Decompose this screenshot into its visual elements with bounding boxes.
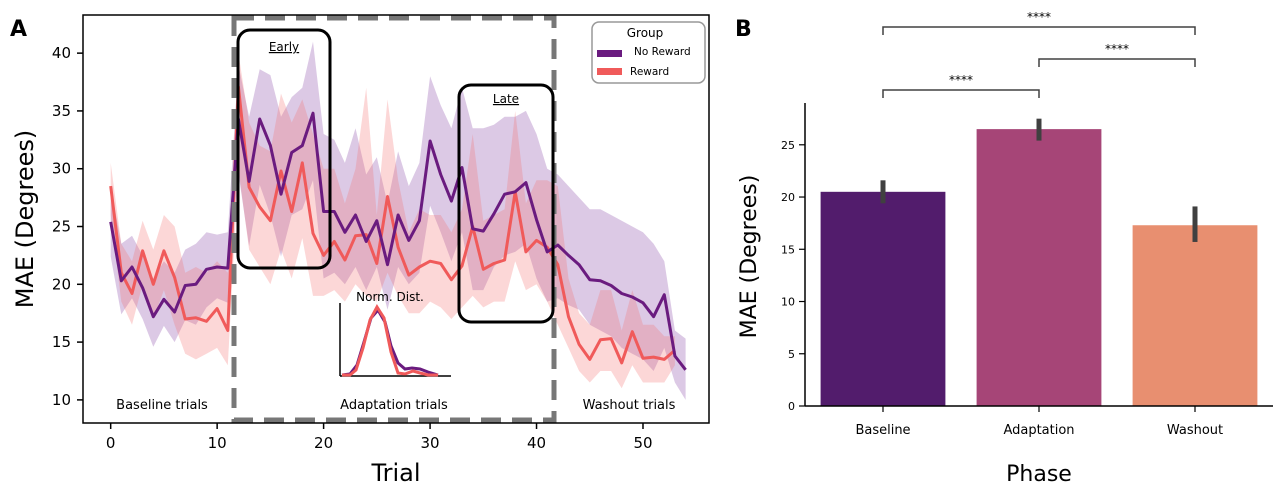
y-tick-label: 25	[781, 139, 795, 152]
y-tick-label: 15	[781, 243, 795, 256]
x-tick-label: 10	[208, 434, 227, 452]
adaptation-dashed-box	[231, 15, 557, 423]
y-tick-label: 20	[781, 191, 795, 204]
inset-title: Norm. Dist.	[356, 290, 424, 304]
legend-label-reward: Reward	[630, 66, 669, 78]
y-tick-label: 10	[52, 391, 71, 409]
y-tick-label: 0	[788, 400, 795, 413]
legend-title: Group	[627, 26, 664, 40]
panel-b-letter: B	[735, 17, 752, 42]
legend-swatch-no-reward	[597, 50, 622, 57]
x-tick-label: 50	[633, 434, 652, 452]
bar-adaptation	[976, 129, 1102, 406]
phase-annotations: Early Late	[231, 15, 557, 423]
panel-a-line-chart: Early Late Norm. Dist. 0 10 20 30 40 50 10 15 20…	[11, 14, 710, 487]
x-axis-label: Phase	[1006, 462, 1072, 487]
bar-baseline	[820, 191, 946, 406]
x-tick-label: 30	[421, 434, 440, 452]
sig-label: ****	[949, 73, 973, 87]
significance-brackets: **** **** ****	[882, 10, 1196, 98]
sig-label: ****	[1105, 42, 1129, 56]
adaptation-trials-label: Adaptation trials	[340, 398, 448, 413]
legend-frame	[591, 21, 706, 84]
panel-b-bar-chart: 0 5 10 15 20 25 Baseline Adaptation Washout Phase…	[737, 10, 1273, 487]
late-box	[457, 83, 555, 324]
plot-frame	[82, 14, 710, 424]
bar-washout	[1132, 225, 1258, 406]
x-tick-label: Washout	[1167, 423, 1223, 438]
sig-bracket	[1038, 58, 1196, 67]
x-tick-label: Adaptation	[1003, 423, 1074, 438]
y-axis-label: MAE (Degrees)	[737, 175, 762, 339]
x-tick-label: Baseline	[855, 423, 910, 438]
y-tick-label: 25	[52, 218, 71, 236]
early-box	[236, 28, 332, 270]
washout-trials-label: Washout trials	[583, 398, 676, 413]
bars	[820, 118, 1258, 406]
norm-dist-inset: Norm. Dist.	[339, 290, 451, 377]
y-tick-label: 10	[781, 296, 795, 309]
x-tick-label: 20	[314, 434, 333, 452]
legend-swatch-reward	[597, 68, 622, 75]
sig-bracket	[882, 26, 1196, 35]
x-axis-label: Trial	[370, 459, 420, 487]
late-box-label: Late	[493, 92, 519, 106]
series-lines	[109, 85, 687, 371]
sig-label: ****	[1027, 10, 1051, 24]
y-tick-label: 40	[52, 44, 71, 62]
y-tick-label: 5	[788, 348, 795, 361]
x-tick-label: 40	[527, 434, 546, 452]
line-reward	[109, 85, 676, 365]
inset-reward-curve	[342, 304, 438, 377]
sig-bracket	[882, 89, 1040, 98]
y-tick-label: 30	[52, 160, 71, 178]
legend-label-no-reward: No Reward	[634, 46, 691, 58]
region-labels: Baseline trials Adaptation trials Washou…	[116, 398, 675, 413]
legend: Group No Reward Reward	[591, 21, 706, 84]
x-tick-label: 0	[106, 434, 116, 452]
panel-a-axes: 0 10 20 30 40 50 10 15 20 25 30 35 40 Trial MAE (Degre…	[11, 14, 710, 487]
y-tick-label: 20	[52, 275, 71, 293]
y-tick-label: 35	[52, 102, 71, 120]
y-axis-label: MAE (Degrees)	[11, 130, 39, 309]
baseline-trials-label: Baseline trials	[116, 398, 208, 413]
y-tick-label: 15	[52, 333, 71, 351]
line-no-reward	[109, 111, 687, 371]
early-box-label: Early	[269, 40, 299, 54]
panel-a-letter: A	[10, 17, 27, 42]
panel-b-axes: 0 5 10 15 20 25 Baseline Adaptation Washout Phase…	[737, 103, 1273, 487]
